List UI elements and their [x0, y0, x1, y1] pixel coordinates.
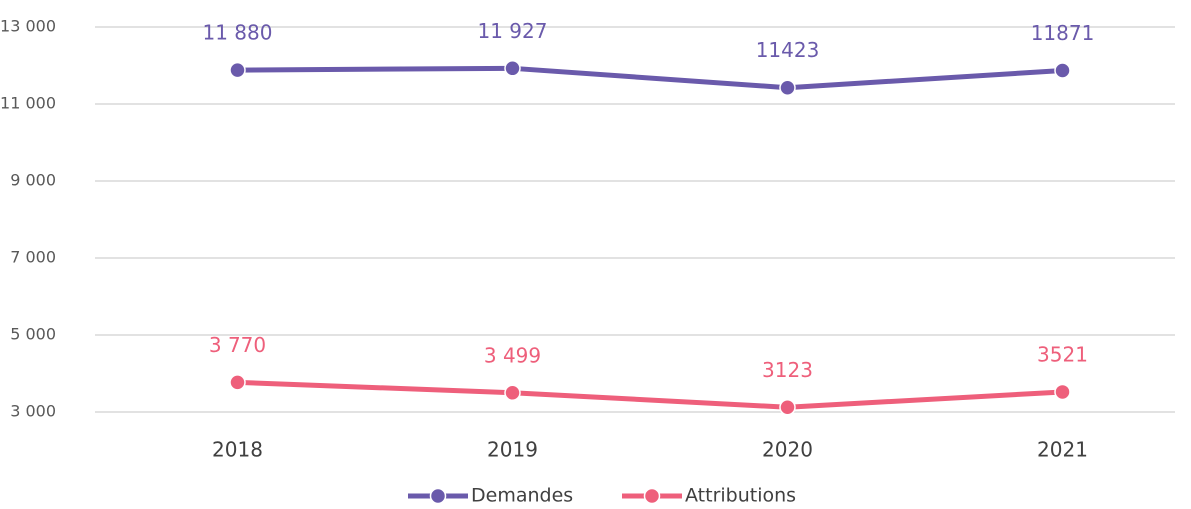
data-point	[504, 60, 521, 77]
series-line	[235, 65, 1065, 91]
data-label: 11871	[1031, 21, 1095, 45]
y-tick-label: 13 000	[0, 17, 56, 36]
data-label: 11 880	[203, 21, 273, 45]
y-tick-label: 7 000	[10, 248, 56, 267]
data-point	[779, 399, 796, 416]
y-tick-label: 5 000	[10, 325, 56, 344]
data-point	[779, 79, 796, 96]
series-line	[235, 379, 1065, 410]
data-label: 11423	[756, 38, 820, 62]
data-point	[504, 384, 521, 402]
legend-label: Attributions	[685, 485, 796, 507]
data-point	[229, 61, 246, 79]
data-point	[229, 374, 246, 391]
x-tick-label: 2018	[212, 438, 263, 462]
data-point	[1054, 383, 1071, 401]
data-label: 3521	[1037, 342, 1088, 366]
data-label: 3123	[762, 358, 813, 382]
data-label: 3 770	[209, 333, 266, 357]
legend-swatch	[643, 487, 661, 505]
legend-swatch	[429, 487, 447, 505]
y-tick-label: 11 000	[0, 94, 56, 113]
data-point	[1054, 62, 1071, 79]
y-tick-label: 9 000	[10, 171, 56, 190]
data-label: 11 927	[478, 19, 548, 43]
x-tick-label: 2019	[487, 438, 538, 462]
data-label: 3 499	[484, 343, 541, 367]
x-tick-label: 2020	[762, 438, 813, 462]
y-tick-label: 3 000	[10, 402, 56, 421]
legend-label: Demandes	[471, 485, 573, 507]
x-tick-label: 2021	[1037, 438, 1088, 462]
